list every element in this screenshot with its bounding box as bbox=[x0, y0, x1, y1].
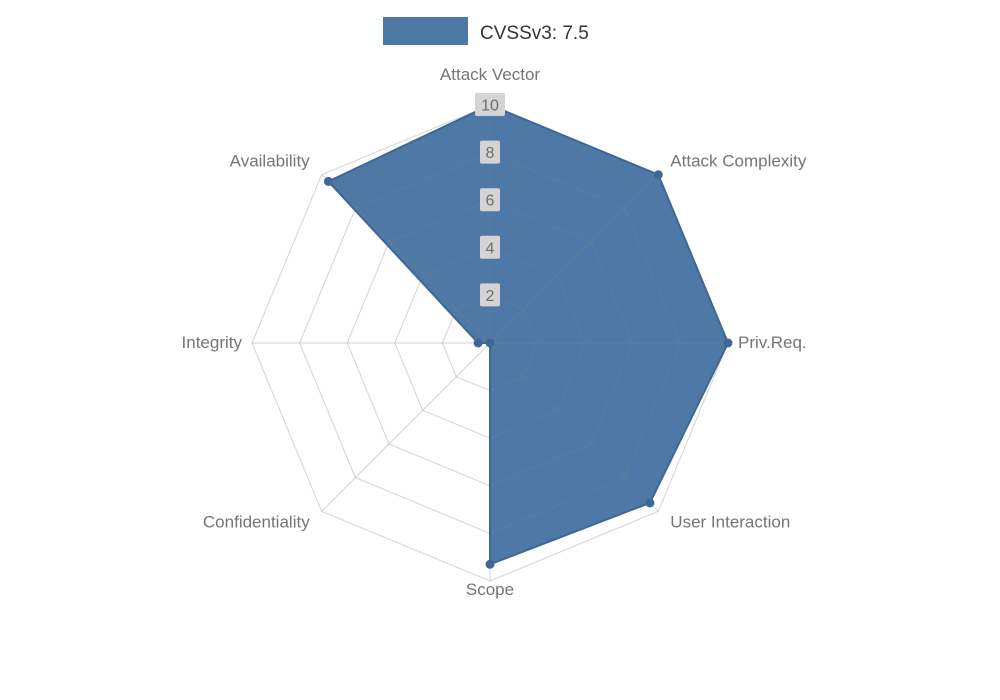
data-polygon-fill bbox=[328, 105, 728, 565]
tick-label-bg bbox=[480, 188, 500, 212]
tick-label-bg bbox=[480, 235, 500, 259]
grid-spoke bbox=[321, 342, 491, 512]
tick-label-bg bbox=[475, 93, 505, 116]
data-point bbox=[473, 338, 483, 348]
data-point bbox=[723, 338, 733, 348]
data-point bbox=[485, 338, 495, 348]
data-point bbox=[645, 498, 655, 508]
chart-legend[interactable]: CVSSv3: 7.5 bbox=[383, 17, 589, 45]
tick-label-bg bbox=[480, 140, 500, 164]
axis-label-scope: Scope bbox=[466, 580, 514, 599]
data-point bbox=[323, 176, 333, 186]
axis-label-availability: Availability bbox=[230, 152, 311, 171]
tick-label: 8 bbox=[486, 145, 495, 162]
axis-label-user-interaction: User Interaction bbox=[670, 512, 790, 531]
axis-label-integrity: Integrity bbox=[182, 333, 243, 352]
legend-swatch[interactable] bbox=[383, 17, 468, 45]
tick-label: 2 bbox=[486, 288, 495, 305]
grid-spoke bbox=[321, 174, 491, 344]
data-point bbox=[653, 170, 663, 180]
axis-label-attack-vector: Attack Vector bbox=[440, 65, 540, 84]
axis-label-confidentiality: Confidentiality bbox=[203, 512, 310, 531]
data-point bbox=[485, 559, 495, 569]
tick-label: 4 bbox=[486, 240, 495, 257]
axis-label-priv-req-: Priv.Req. bbox=[738, 333, 807, 352]
tick-label-bg bbox=[480, 283, 500, 307]
grid-spoke bbox=[489, 174, 659, 344]
grid-spoke bbox=[489, 342, 659, 512]
legend-label: CVSSv3: 7.5 bbox=[480, 23, 589, 44]
axis-label-attack-complexity: Attack Complexity bbox=[670, 152, 807, 171]
tick-label: 6 bbox=[486, 193, 495, 210]
tick-label: 10 bbox=[481, 98, 499, 115]
